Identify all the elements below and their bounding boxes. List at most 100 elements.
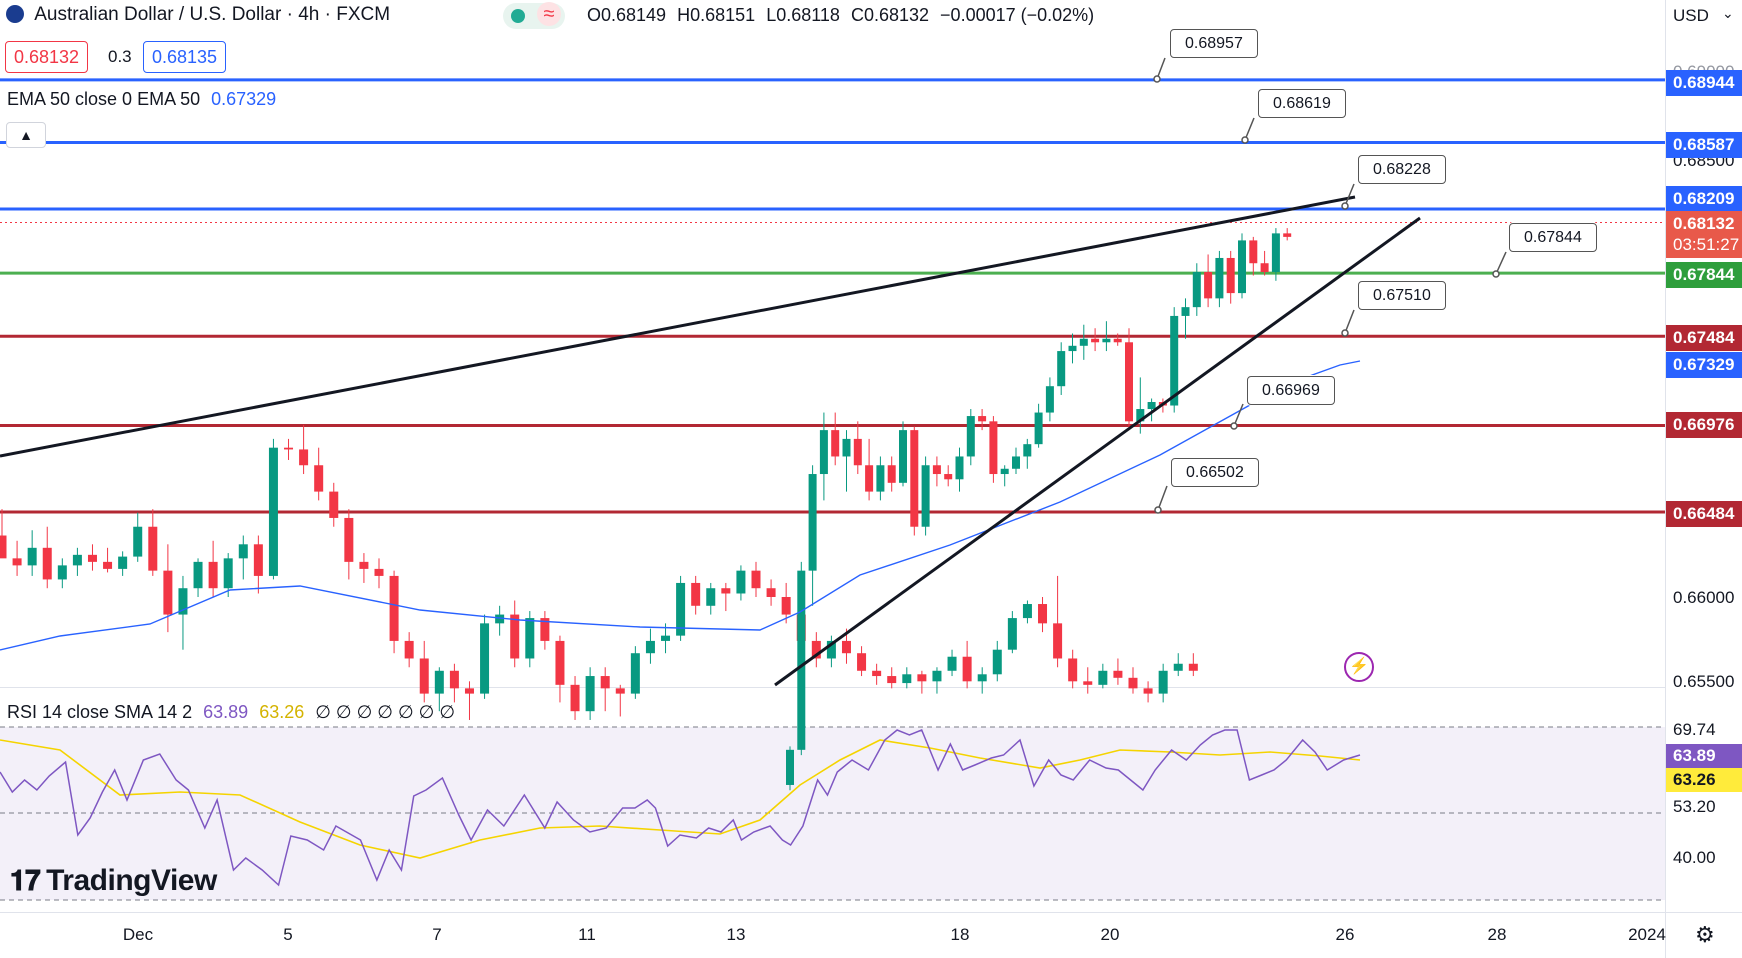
candle-body [1000,468,1009,475]
candle-body [1038,604,1048,624]
candle-body [1192,272,1201,308]
candle-body [1158,670,1168,694]
candle-body [676,582,686,636]
price-tick: 0.65500 [1673,672,1735,691]
candle-body [314,465,324,492]
candle-body [917,674,927,682]
price-callout[interactable]: 0.67510 [1358,281,1446,310]
candle-body [1098,670,1108,685]
candle-body [751,570,761,589]
candle-body [808,474,817,571]
candle-body [1173,663,1183,671]
time-tick: 18 [950,925,970,944]
gear-icon[interactable]: ⚙ [1695,922,1715,947]
sell-button[interactable]: 0.68132 [5,41,89,73]
rsi-line [0,729,1361,887]
symbol-title[interactable]: Australian Dollar / U.S. Dollar · 4h · F… [34,4,391,25]
ohlc-values: O0.68149 H0.68151 L0.68118 C0.68132 −0.0… [587,5,1100,26]
candle-body [721,588,731,594]
candle-body [902,674,912,684]
price-callout[interactable]: 0.66969 [1247,376,1335,405]
callout-anchor [1153,75,1161,83]
rsi-label: RSI 14 close SMA 14 2 [7,702,193,722]
candle-body [329,491,339,518]
candle-body [1226,257,1235,294]
rsi-legend[interactable]: RSI 14 close SMA 14 2 63.89 63.26 ∅ ∅ ∅ … [7,702,455,723]
bar-countdown: 03:51:27 [1666,234,1742,258]
candle-body [359,561,369,569]
candle-body [570,684,580,712]
callout-leader [1344,309,1355,334]
candle-body [1007,618,1017,650]
price-callout[interactable]: 0.67844 [1509,223,1597,252]
candle-body [133,526,143,557]
level-label: 0.68587 [1666,132,1742,158]
candle-body [766,588,776,597]
rsi-extra: ∅ ∅ ∅ ∅ ∅ ∅ ∅ [315,702,456,722]
candle-body [1113,338,1122,343]
chevron-up-icon[interactable]: ▲ [6,122,46,148]
rsi-sma-label: 63.26 [1666,768,1742,792]
tradingview-logo-icon: 𝟏𝟕 [10,865,41,896]
candle-body [1022,604,1032,619]
time-tick: 5 [283,925,293,944]
time-tick: 20 [1100,925,1120,944]
currency-label[interactable]: USD [1673,6,1709,25]
currency-dropdown-icon[interactable]: ⌄ [1722,5,1734,21]
candle-body [540,618,550,641]
candle-body [978,416,987,422]
rsi-value-label: 63.89 [1666,744,1742,768]
candle-body [797,570,806,750]
candle-body [238,544,248,559]
candle-body [344,517,354,562]
upper-trend-line [0,195,1356,458]
candle-body [1125,342,1133,422]
candle-body [434,670,444,694]
candle-body [1271,233,1280,273]
price-callout[interactable]: 0.66502 [1171,458,1259,487]
candle-body [72,554,82,566]
candle-body [811,640,821,659]
candle-body [253,544,263,576]
candle-body [955,456,964,480]
candle-body [163,570,173,615]
rsi-level-tick: 69.74 [1673,720,1716,739]
market-open-icon [511,9,525,23]
lightning-icon[interactable]: ⚡ [1344,652,1374,682]
candle-body [921,465,930,527]
time-tick: 28 [1487,925,1507,944]
candle-body [525,618,535,659]
rsi-level-tick: 53.20 [1673,797,1716,816]
callout-leader [1344,183,1355,207]
candle-body [706,588,716,606]
candle-body [944,474,953,480]
ema-legend[interactable]: EMA 50 close 0 EMA 50 0.67329 [7,89,276,110]
candle-body [615,688,625,694]
candle-body [1215,257,1224,299]
data-feed-icon: ≈ [537,2,561,26]
candle-body [876,465,885,492]
price-callout[interactable]: 0.68957 [1170,29,1258,58]
candle-body [736,570,746,594]
candle-body [1023,444,1032,457]
candle-body [691,582,701,606]
callout-anchor [1241,136,1249,144]
candle-body [786,749,794,785]
candle-body [1260,263,1269,273]
callout-anchor [1230,422,1238,430]
tradingview-logo[interactable]: 𝟏𝟕 TradingView [10,864,217,897]
price-callout[interactable]: 0.68228 [1358,155,1446,184]
candle-body [932,465,941,475]
candle-body [872,670,882,677]
candle-body [374,568,384,576]
price-callout[interactable]: 0.68619 [1258,89,1346,118]
price-axis-border [1665,0,1666,958]
candle-body [268,447,278,576]
buy-button[interactable]: 0.68135 [143,41,227,73]
spread-value: 0.3 [108,47,132,66]
candle-body [148,526,158,571]
candle-body [1249,240,1258,264]
candle-body [1143,688,1153,694]
status-pill[interactable]: ≈ [503,2,565,29]
